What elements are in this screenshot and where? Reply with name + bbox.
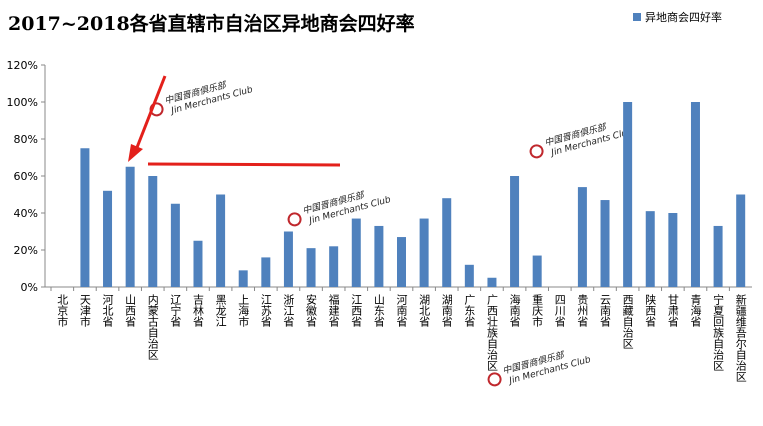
bar [238,270,248,287]
x-tick-label: 天津市 [78,294,91,328]
x-tick-label: 黑龙江 [214,294,227,327]
y-tick-label: 40% [14,207,38,220]
bar [329,246,339,287]
bar [690,102,700,287]
bar [623,102,633,287]
watermark-logo [287,212,302,227]
bar [216,194,226,287]
bar [193,240,203,287]
x-tick-label: 云南省 [599,294,612,328]
x-tick-label: 北京市 [56,294,69,328]
x-tick-label: 河南省 [395,294,408,328]
arrow-head [128,144,143,162]
x-tick-label: 山西省 [124,294,137,328]
y-tick-label: 100% [7,96,38,109]
bar [170,203,180,287]
x-tick-label: 河北省 [101,294,114,328]
bar [374,225,384,287]
x-tick-label: 贵州省 [576,294,589,328]
chart-title: 2017~2018各省直辖市自治区异地商会四好率 [8,12,415,35]
bar [148,176,158,287]
bar [713,225,723,287]
x-tick-label: 湖南省 [440,294,453,328]
bar [80,148,90,287]
x-tick-label: 海南省 [508,293,521,328]
y-tick-label: 20% [14,244,38,257]
x-tick-label: 上海市 [237,294,250,328]
bar [306,248,316,287]
x-tick-label: 新疆维吾尔自治区 [734,293,747,382]
watermark-logo [529,144,544,159]
red-line [147,162,341,167]
x-tick-label: 吉林省 [191,294,204,328]
y-tick-label: 60% [14,170,38,183]
bar [283,231,293,287]
bar [419,218,429,287]
bar [510,176,520,287]
bar [532,255,542,287]
x-tick-label: 辽宁省 [169,294,182,328]
bar [351,218,361,287]
legend-swatch [633,13,641,21]
y-tick-label: 0% [21,281,38,294]
x-tick-label: 江西省 [350,294,363,328]
bar [125,166,135,287]
x-tick-label: 安徽省 [305,293,318,328]
x-tick-label: 甘肃省 [666,294,679,328]
x-tick-label: 湖北省 [418,294,431,328]
x-tick-label: 江苏省 [259,294,272,328]
x-tick-label: 青海省 [689,294,702,328]
x-tick-label: 内蒙古自治区 [146,293,159,360]
bar [397,237,406,287]
x-tick-label: 重庆市 [531,293,544,328]
bar [261,257,271,287]
y-tick-label: 120% [7,59,38,72]
x-tick-label: 广西壮族自治区 [485,294,498,371]
bar [103,190,113,287]
bar [668,213,678,287]
watermark-logo [487,372,502,387]
legend-label: 异地商会四好率 [645,10,722,24]
bar [736,194,746,287]
y-tick-label: 80% [14,133,38,146]
x-tick-label: 四川省 [553,294,566,328]
x-tick-label: 广东省 [463,294,476,328]
x-tick-label: 陕西省 [644,293,657,328]
red-arrow [134,75,167,151]
x-tick-label: 西藏自治区 [621,294,634,349]
bar [487,277,497,287]
x-tick-label: 山东省 [372,294,385,328]
bar [645,211,655,287]
x-tick-label: 宁夏回族自治区 [712,293,725,371]
x-tick-label: 福建省 [327,293,340,328]
bar [464,264,474,287]
bar [442,198,452,287]
x-tick-label: 浙江省 [282,294,295,328]
bar [577,187,587,287]
bar [600,200,610,287]
